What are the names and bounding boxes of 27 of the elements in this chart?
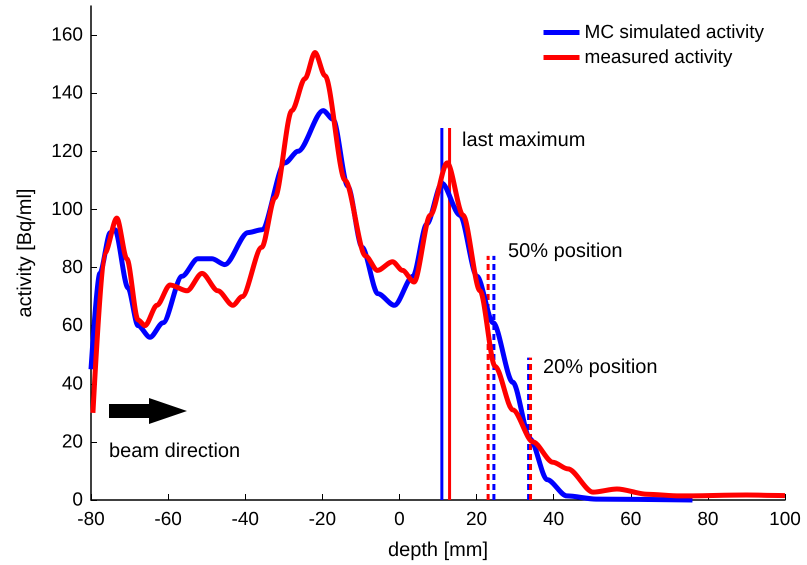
y-tick-label: 40 [62, 373, 83, 394]
legend-label: MC simulated activity [584, 22, 764, 43]
y-tick-label: 140 [51, 82, 83, 104]
x-axis-title: depth [mm] [388, 539, 488, 561]
x-tick-label: -40 [231, 509, 259, 530]
y-tick-label: 160 [51, 24, 83, 46]
y-tick-label: 100 [51, 198, 83, 220]
y-tick-label: 20 [62, 431, 83, 452]
annotation: beam direction [109, 440, 240, 462]
x-tick-label: -60 [154, 509, 182, 530]
x-tick-label: 40 [543, 509, 564, 530]
y-tick-label: 120 [51, 140, 83, 162]
y-tick-label: 0 [72, 490, 83, 510]
x-tick-label: -20 [308, 509, 336, 530]
y-tick-label: 60 [62, 315, 83, 336]
annotation: last maximum [462, 129, 586, 151]
x-tick-label: -80 [77, 509, 105, 530]
x-tick-label: 20 [466, 509, 488, 530]
annotation: 20% position [543, 356, 658, 378]
x-tick-label: 0 [394, 509, 405, 530]
y-tick-label: 80 [62, 257, 83, 278]
x-tick-label: 100 [769, 509, 801, 530]
legend-label: measured activity [584, 47, 733, 68]
x-tick-label: 60 [620, 509, 642, 530]
y-axis-title: activity [Bq/ml] [14, 188, 36, 318]
annotation: 50% position [508, 240, 623, 262]
x-tick-label: 80 [697, 509, 718, 530]
